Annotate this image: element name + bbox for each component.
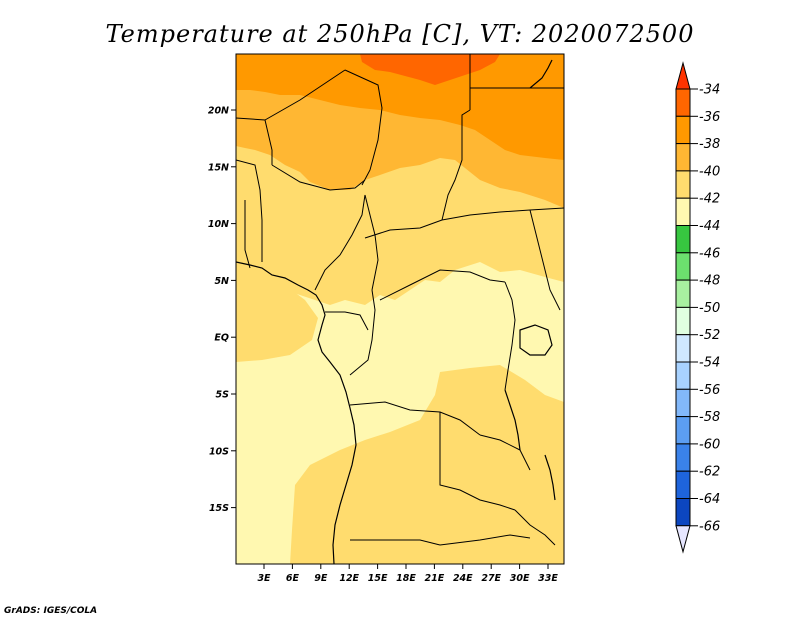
longitude-axis: 3E 6E 9E 12E 15E 18E 21E 24E 27E 30E 33E xyxy=(257,564,558,584)
colorbar-top-triangle xyxy=(675,61,691,90)
colorbar-bottom-triangle xyxy=(675,525,691,554)
colorbar-swatch xyxy=(675,470,691,500)
border-angola-zambia xyxy=(439,412,516,511)
border-west-africa xyxy=(236,159,263,262)
colorbar-swatch xyxy=(675,252,691,281)
colorbar-swatch xyxy=(675,388,691,418)
colorbar-swatch xyxy=(675,225,691,254)
colorbar-swatch xyxy=(675,197,691,226)
lon-tick-label: 24E xyxy=(453,573,473,584)
lon-tick-label: 9E xyxy=(314,573,328,584)
colorbar-label: -48 xyxy=(699,274,720,289)
colorbar-swatch xyxy=(675,279,691,308)
border-mali-niger xyxy=(236,117,273,165)
lat-tick-label: 15S xyxy=(209,503,229,514)
border-namibia-botswana xyxy=(439,534,531,546)
colorbar-swatch xyxy=(675,306,691,336)
border-kenya xyxy=(529,209,561,311)
colorbar-label: -40 xyxy=(699,164,720,179)
chart-title: Temperature at 250hPa [C], VT: 202007250… xyxy=(106,20,695,48)
lon-tick-label: 3E xyxy=(257,573,271,584)
border-congo-drc xyxy=(349,289,376,376)
lake-victoria xyxy=(519,324,553,356)
lake-tanganyika xyxy=(504,389,521,451)
lon-tick-label: 30E xyxy=(510,573,530,584)
border-cameroon-chad xyxy=(364,194,379,291)
colorbar: -34 -36 -38 -40 -42 -44 -46 -48 -50 -52 -54 -56 -58 -… xyxy=(675,61,720,554)
colorbar-label: -66 xyxy=(699,519,720,534)
lat-tick-label: 10N xyxy=(208,219,229,230)
contour-band-42-south xyxy=(290,365,564,564)
border-algeria-niger xyxy=(264,69,346,121)
border-sudan-southsudan xyxy=(441,207,564,221)
contour-band-36 xyxy=(360,54,500,85)
lat-tick-label: 20N xyxy=(208,106,229,117)
lon-tick-label: 12E xyxy=(339,573,359,584)
border-nigeria-cameroon xyxy=(314,194,366,291)
lat-tick-label: 5S xyxy=(216,390,230,401)
colorbar-label: -56 xyxy=(699,383,720,398)
colorbar-swatch xyxy=(675,498,691,527)
colorbar-swatch xyxy=(675,143,691,172)
lat-tick-label: 5N xyxy=(214,276,229,287)
colorbar-label: -60 xyxy=(699,437,720,452)
colorbar-label: -58 xyxy=(699,410,720,425)
temperature-map xyxy=(236,54,564,564)
lat-tick-label: EQ xyxy=(214,333,229,344)
colorbar-label: -36 xyxy=(699,110,720,125)
contour-band-42-west xyxy=(236,262,318,362)
contour-band-38 xyxy=(236,54,564,160)
border-angola-namibia xyxy=(350,539,441,546)
credit-label: GrADS: IGES/COLA xyxy=(4,606,97,616)
border-drc-east xyxy=(504,281,516,391)
colorbar-swatch xyxy=(675,115,691,145)
lake-malawi xyxy=(544,454,556,501)
coastline xyxy=(236,261,357,564)
lon-tick-label: 21E xyxy=(425,573,445,584)
colorbar-swatch xyxy=(675,443,691,472)
lat-tick-label: 15N xyxy=(208,162,229,173)
colorbar-label: -44 xyxy=(699,219,720,234)
colorbar-label: -62 xyxy=(699,465,720,480)
colorbar-label: -52 xyxy=(699,328,720,343)
lon-tick-label: 6E xyxy=(286,573,300,584)
colorbar-label: -34 xyxy=(699,83,720,98)
colorbar-label: -64 xyxy=(699,492,720,507)
lon-tick-label: 33E xyxy=(538,573,558,584)
lon-tick-label: 27E xyxy=(481,573,501,584)
border-niger-nigeria xyxy=(271,164,366,191)
colorbar-label: -46 xyxy=(699,246,720,261)
border-gabon xyxy=(325,311,369,331)
lat-tick-label: 10S xyxy=(209,446,229,457)
map-frame xyxy=(235,53,565,565)
colorbar-swatch xyxy=(675,170,691,199)
border-niger-chad xyxy=(344,69,383,186)
border-car-drc xyxy=(379,269,506,301)
colorbar-swatch xyxy=(675,361,691,390)
lon-tick-label: 15E xyxy=(368,573,388,584)
lon-tick-label: 18E xyxy=(396,573,416,584)
colorbar-swatch xyxy=(675,334,691,363)
border-chad-car xyxy=(364,219,443,239)
colorbar-label: -54 xyxy=(699,356,720,371)
colorbar-swatch xyxy=(675,416,691,445)
border-drc-zambia xyxy=(479,434,531,471)
colorbar-label: -50 xyxy=(699,301,720,316)
colorbar-label: -42 xyxy=(699,192,720,207)
red-sea-coast xyxy=(529,59,553,89)
colorbar-swatch xyxy=(675,88,691,117)
border-zambia-zim xyxy=(514,509,556,546)
border-ghana-togo xyxy=(244,200,251,269)
border-drc-angola xyxy=(349,401,481,436)
latitude-axis: 20N 15N 10N 5N EQ 5S 10S 15S xyxy=(208,106,236,514)
colorbar-label: -38 xyxy=(699,137,720,152)
border-chad-sudan xyxy=(441,109,471,221)
